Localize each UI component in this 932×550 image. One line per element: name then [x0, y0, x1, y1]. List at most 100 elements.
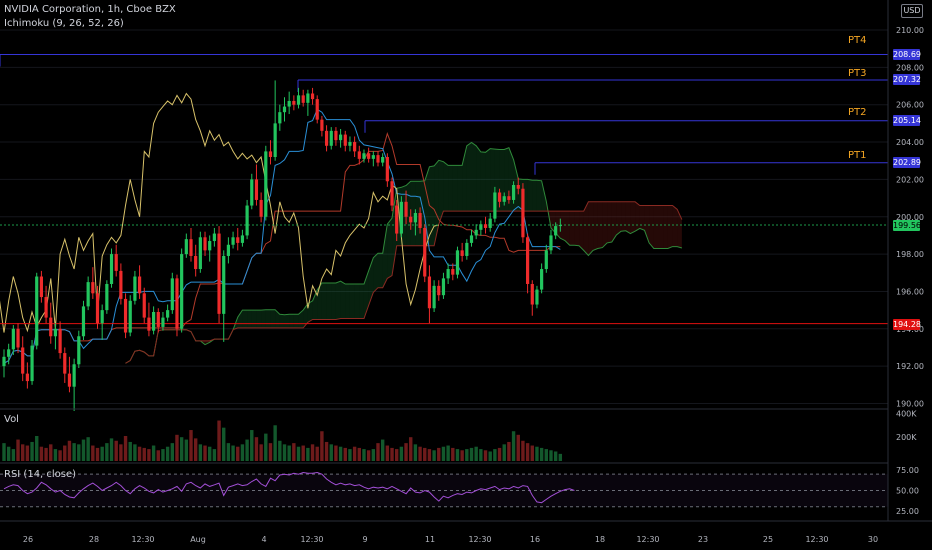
candle — [282, 97, 287, 122]
cloud-segment — [466, 142, 472, 212]
cloud-segment — [480, 151, 486, 212]
volume-bar — [250, 430, 254, 461]
price-tick-label: 210.00 — [896, 26, 924, 35]
volume-bar — [30, 441, 34, 461]
symbol-title[interactable]: NVIDIA Corporation, 1h, Cboe BZX — [4, 4, 176, 15]
candle — [549, 229, 553, 255]
volume-bar — [175, 434, 179, 461]
currency-badge[interactable]: USD — [901, 4, 923, 18]
pt2-price-tag: 205.14 — [893, 115, 921, 126]
cloud-segment — [429, 165, 435, 246]
candle — [63, 347, 67, 383]
cloud-segment — [635, 201, 640, 232]
time-tick-label: 28 — [89, 535, 99, 544]
candle-body — [156, 311, 160, 327]
cloud-segment — [593, 201, 598, 251]
candle — [156, 308, 160, 333]
time-axis[interactable]: 26 28 12:30 Aug 4 12:30 9 11 12:30 16 18 12:30 23 25 1… — [0, 520, 932, 544]
volume-bar — [278, 440, 282, 461]
candle-body — [432, 285, 436, 309]
volume-bar — [409, 437, 413, 461]
volume-bar — [105, 443, 109, 461]
volume-bar — [170, 443, 174, 461]
candles — [2, 80, 562, 411]
candle — [474, 224, 478, 240]
candle-body — [67, 373, 72, 387]
candle-body — [376, 155, 380, 163]
pt4-price-tag: 208.69 — [893, 49, 921, 60]
candle-body — [81, 306, 86, 337]
candle — [152, 306, 156, 335]
candle-body — [413, 213, 417, 223]
volume-bar — [282, 444, 287, 461]
volume-bar — [418, 446, 422, 461]
candle-body — [240, 235, 245, 243]
volume-bar — [21, 444, 25, 461]
candle — [245, 199, 249, 240]
candle-body — [451, 269, 455, 275]
panel-separators — [0, 408, 888, 464]
candle-body — [306, 93, 310, 103]
time-tick-label: 9 — [362, 535, 367, 544]
cloud-segment — [611, 201, 617, 242]
cloud-segment — [649, 205, 654, 249]
volume-bar — [553, 451, 558, 461]
candle — [507, 190, 511, 204]
candle-body — [231, 237, 235, 245]
volume-bar — [137, 446, 142, 461]
candle — [483, 216, 488, 234]
ichimoku-legend[interactable]: Ichimoku (9, 26, 52, 26) — [4, 18, 124, 29]
pt2-label: PT2 — [848, 107, 867, 118]
support-price-tag: 194.28 — [893, 319, 921, 330]
volume-bar — [460, 450, 464, 461]
volume-bar — [147, 449, 151, 461]
candle — [357, 145, 361, 165]
volume-bar — [161, 449, 165, 461]
candle-body — [287, 100, 291, 107]
volume-bar — [371, 449, 376, 461]
candle-body — [63, 353, 67, 374]
volume-bars — [2, 420, 563, 461]
volume-bar — [399, 446, 404, 461]
cloud-segment — [321, 283, 327, 320]
candle-body — [203, 237, 207, 251]
candle — [554, 222, 558, 240]
candle-body — [189, 239, 193, 256]
candle — [479, 220, 483, 236]
candle — [460, 242, 464, 262]
candle-body — [44, 297, 48, 318]
candle — [329, 127, 333, 150]
candle — [343, 130, 347, 152]
time-tick-label: 25 — [763, 535, 773, 544]
volume-bar — [6, 446, 11, 461]
candle-body — [343, 134, 347, 146]
volume-legend[interactable]: Vol — [4, 414, 19, 425]
candle-body — [418, 213, 422, 228]
time-tick-label: 18 — [595, 535, 605, 544]
volume-bar — [539, 447, 544, 461]
volume-bar — [329, 444, 333, 461]
candle-body — [180, 254, 184, 329]
candle — [25, 362, 29, 389]
candle-body — [198, 237, 202, 270]
candle — [521, 183, 525, 243]
rsi-legend[interactable]: RSI (14, close) — [4, 469, 77, 480]
price-axis[interactable]: 210.00 208.00 206.00 204.00 202.00 200.00 198.… — [887, 0, 924, 521]
candle-body — [91, 282, 95, 294]
candle — [526, 233, 530, 294]
candle-body — [334, 130, 338, 141]
candle — [324, 125, 329, 152]
cloud-segment — [293, 314, 299, 328]
candle — [250, 173, 254, 210]
candle-body — [170, 278, 174, 311]
candle-body — [217, 233, 221, 314]
candle — [109, 248, 114, 288]
candle — [493, 186, 497, 223]
candle — [100, 304, 104, 341]
candle-body — [367, 153, 371, 159]
chikou-span-line — [0, 92, 439, 333]
candle — [7, 343, 11, 365]
candle-body — [544, 250, 548, 270]
candle — [488, 213, 492, 232]
